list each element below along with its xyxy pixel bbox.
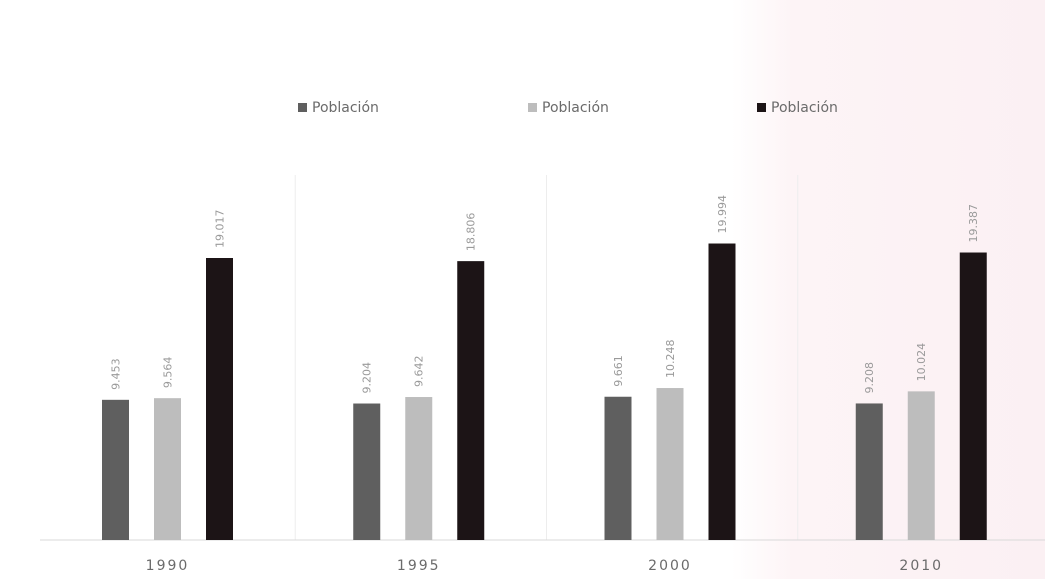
x-tick-label: 2010 [899, 558, 943, 574]
data-label: 9.453 [110, 358, 123, 390]
data-label: 9.642 [413, 356, 426, 388]
legend-label: Población [542, 100, 609, 116]
bar [405, 397, 433, 540]
bar [206, 258, 233, 540]
data-label: 10.248 [664, 340, 677, 379]
bar [656, 388, 684, 540]
bar [604, 396, 632, 540]
data-label: 10.024 [915, 343, 928, 382]
data-label: 19.387 [967, 204, 980, 243]
bar [102, 399, 129, 540]
data-label: 19.994 [716, 195, 729, 234]
bar [353, 403, 381, 540]
legend-label: Población [312, 100, 379, 116]
data-label: 9.208 [863, 362, 876, 394]
data-label: 18.806 [465, 213, 478, 252]
x-tick-label: 2000 [648, 558, 692, 574]
x-tick-label: 1995 [397, 558, 441, 574]
data-label: 19.017 [214, 210, 227, 249]
bar [907, 391, 935, 540]
bar [708, 243, 736, 541]
bar [855, 403, 883, 540]
data-label: 9.661 [612, 355, 625, 387]
legend-swatch [528, 103, 537, 112]
x-tick-label: 1990 [146, 558, 190, 574]
legend-swatch [298, 103, 307, 112]
bar [959, 252, 987, 540]
data-label: 9.564 [162, 357, 175, 389]
bar [154, 398, 181, 540]
bar [457, 261, 485, 540]
legend-swatch [757, 103, 766, 112]
data-label: 9.204 [361, 362, 374, 394]
legend-label: Población [771, 100, 838, 116]
